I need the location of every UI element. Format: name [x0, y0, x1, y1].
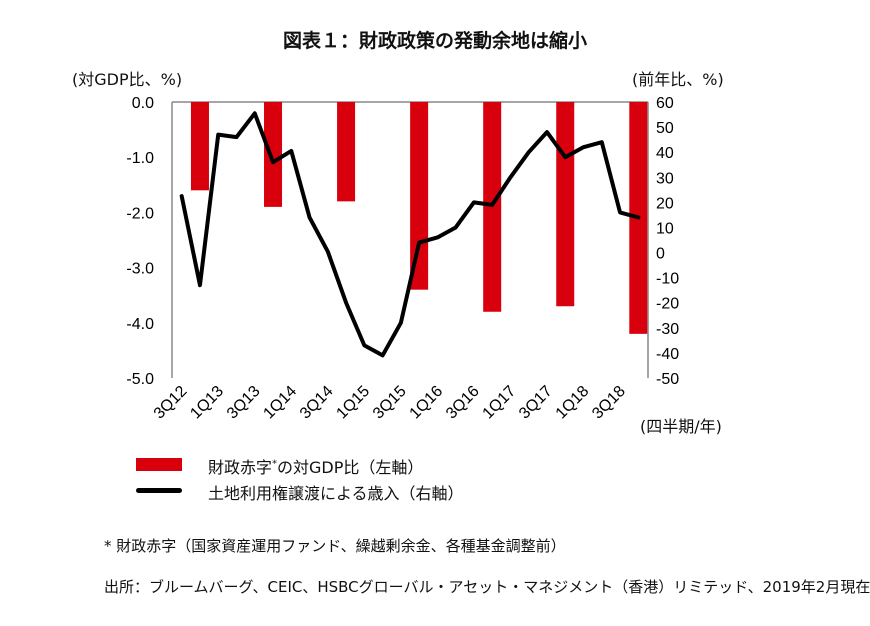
- left-axis-label: (対GDP比、%): [72, 70, 183, 89]
- deficit-bar: [337, 102, 356, 202]
- legend-line-label: 土地利用権譲渡による歳入（右軸）: [208, 484, 464, 503]
- deficit-bar: [190, 102, 209, 191]
- x-tick-label: 3Q12: [151, 383, 191, 423]
- right-tick-label: -20: [656, 296, 679, 313]
- footnote: * 財政赤字（国家資産運用ファンド、繰越剰余金、各種基金調整前）: [104, 537, 566, 555]
- right-tick-label: -50: [656, 371, 679, 388]
- x-tick-label: 3Q15: [370, 383, 410, 423]
- right-tick-label: 30: [656, 170, 674, 187]
- land-revenue-line: [179, 111, 641, 358]
- left-tick-label: -4.0: [126, 316, 154, 333]
- x-tick-label: 3Q16: [443, 383, 483, 423]
- x-tick-label: 1Q13: [187, 383, 227, 423]
- x-tick-label: 1Q15: [333, 383, 373, 423]
- right-tick-label: 20: [656, 195, 674, 212]
- deficit-bar: [483, 102, 502, 312]
- x-tick-label: 1Q14: [260, 383, 300, 423]
- x-tick-label: 3Q13: [224, 383, 264, 423]
- x-tick-label: 3Q17: [516, 383, 556, 423]
- legend-bar-label-a: 財政赤字: [208, 458, 273, 477]
- x-tick-label: 1Q16: [407, 383, 447, 423]
- left-tick-label: -2.0: [126, 205, 154, 222]
- left-tick-label: -5.0: [126, 371, 154, 388]
- right-tick-label: 40: [656, 145, 674, 162]
- chart-title: 図表１：財政政策の発動余地は縮小: [282, 30, 587, 52]
- right-tick-label: 10: [656, 220, 674, 237]
- legend-bar-swatch: [136, 458, 182, 471]
- left-tick-label: -3.0: [126, 261, 154, 278]
- right-tick-label: -30: [656, 321, 679, 338]
- right-tick-label: 50: [656, 120, 674, 137]
- x-tick-label: 1Q18: [553, 383, 593, 423]
- right-tick-label: 60: [656, 95, 674, 112]
- left-tick-label: -1.0: [126, 150, 154, 167]
- deficit-bar: [264, 102, 283, 207]
- deficit-bar: [556, 102, 575, 307]
- legend-line-swatch: [136, 488, 182, 493]
- legend-bar-label-b: の対GDP比（左軸）: [277, 458, 424, 477]
- x-tick-label: 3Q14: [297, 383, 337, 423]
- legend-bar-label: 財政赤字*の対GDP比（左軸）: [208, 454, 423, 478]
- right-axis-label: (前年比、%): [632, 70, 724, 89]
- x-tick-label: 1Q17: [480, 383, 520, 423]
- right-tick-label: 0: [656, 246, 665, 263]
- right-tick-label: -40: [656, 346, 679, 363]
- left-tick-label: 0.0: [132, 95, 154, 112]
- right-tick-label: -10: [656, 271, 679, 288]
- x-tick-label: 3Q18: [589, 383, 629, 423]
- legend-bar-label-star: *: [272, 458, 278, 470]
- source-note: 出所：ブルームバーグ、CEIC、HSBCグローバル・アセット・マネジメント（香港…: [104, 578, 870, 596]
- x-axis-label: (四半期/年): [640, 417, 722, 436]
